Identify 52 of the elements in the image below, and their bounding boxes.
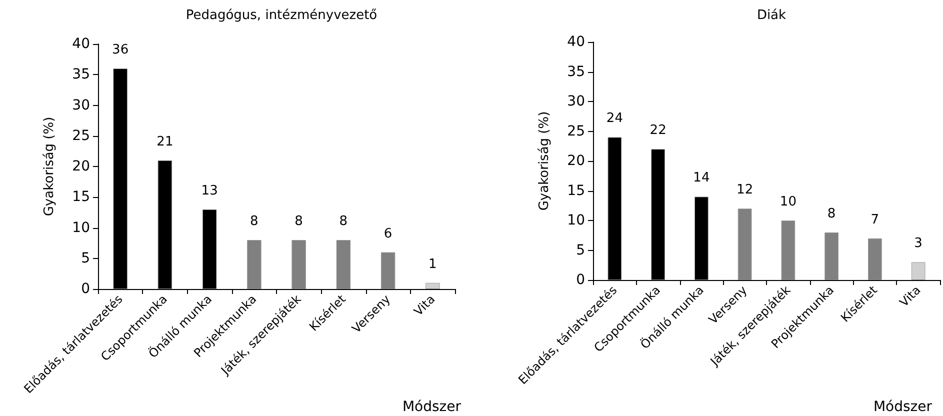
- bar: [781, 220, 796, 280]
- y-tick-label: 0: [576, 272, 585, 288]
- chart-title: Diák: [756, 8, 787, 23]
- y-tick-label: 15: [72, 189, 90, 206]
- bar: [247, 240, 262, 289]
- y-axis-title: Gyakoriság (%): [42, 116, 57, 216]
- bar: [380, 252, 396, 289]
- data-label: 12: [736, 182, 754, 198]
- chart-title: Pedagógus, intézményvezető: [186, 8, 378, 23]
- y-tick-label: 5: [576, 242, 585, 258]
- y-tick-label: 25: [567, 123, 585, 140]
- bar: [292, 240, 306, 289]
- data-label: 24: [606, 111, 623, 126]
- bar: [868, 238, 882, 280]
- data-label: 6: [384, 226, 392, 242]
- data-label: 14: [693, 170, 710, 186]
- data-label: 8: [339, 214, 348, 229]
- data-label: 22: [650, 123, 666, 138]
- data-label: 36: [112, 42, 129, 58]
- y-tick-label: 20: [567, 153, 585, 169]
- y-tick-label: 35: [72, 66, 90, 83]
- bar: [738, 208, 752, 280]
- bar: [336, 240, 351, 289]
- bar: [426, 282, 440, 289]
- y-tick-label: 10: [72, 220, 90, 236]
- y-tick-label: 10: [567, 212, 585, 228]
- data-label: 3: [914, 236, 922, 252]
- data-label: 1: [428, 256, 437, 272]
- data-label: 13: [201, 183, 218, 198]
- data-label: 8: [250, 214, 258, 229]
- y-tick-label: 15: [567, 182, 585, 199]
- data-label: 7: [870, 212, 880, 228]
- data-label: 8: [294, 214, 303, 229]
- y-tick-label: 35: [567, 64, 585, 80]
- y-tick-label: 20: [72, 158, 90, 174]
- x-axis-title: Módszer: [873, 399, 932, 415]
- x-tick-label: Vita: [411, 292, 438, 318]
- x-tick-label: Vita: [896, 283, 924, 310]
- data-label: 10: [780, 194, 796, 210]
- x-axis-title: Módszer: [402, 399, 462, 415]
- y-axis-title: Gyakoriság (%): [537, 111, 552, 211]
- y-tick-label: 40: [72, 36, 90, 52]
- bar: [911, 262, 926, 280]
- y-tick-label: 0: [81, 281, 90, 297]
- y-tick-label: 30: [72, 97, 90, 114]
- y-tick-label: 30: [567, 94, 585, 110]
- data-label: 8: [827, 206, 836, 222]
- y-tick-label: 40: [567, 34, 585, 50]
- y-tick-label: 5: [81, 250, 90, 266]
- y-tick-label: 25: [72, 128, 90, 144]
- data-label: 21: [156, 134, 174, 150]
- bar: [824, 232, 839, 280]
